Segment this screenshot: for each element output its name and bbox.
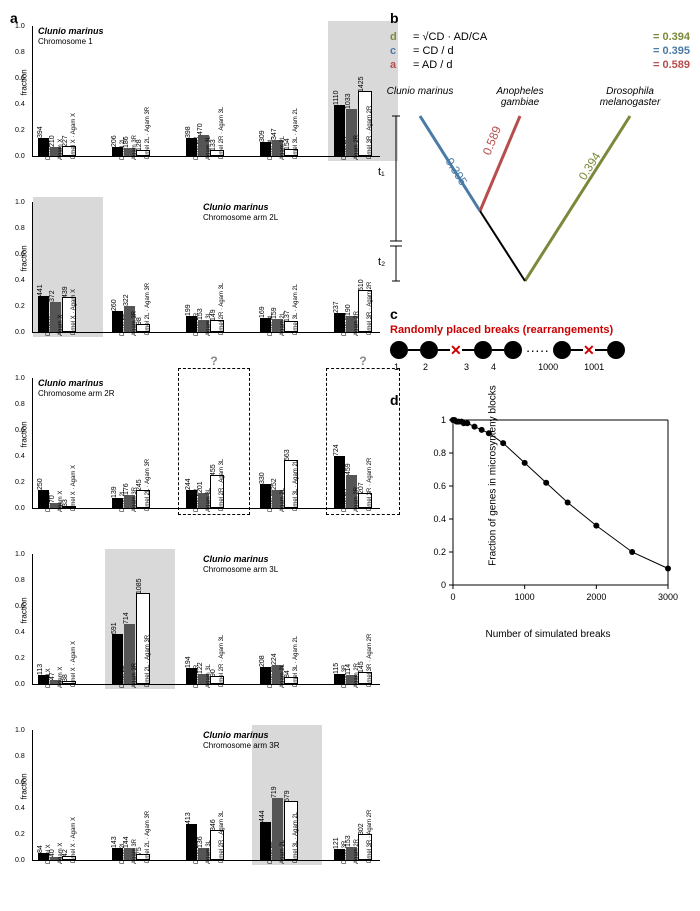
svg-text:1: 1	[441, 415, 446, 425]
svg-text:0.589: 0.589	[480, 124, 504, 157]
svg-text:0.8: 0.8	[433, 448, 446, 458]
formula-table: d= √CD · AD/CA= 0.394c= CD / d= 0.395a= …	[390, 31, 690, 71]
chart-4: Clunio marinusChromosome arm 3Rfraction0…	[32, 730, 380, 861]
chart-2: ??Clunio marinusChromosome arm 2Rfractio…	[32, 378, 380, 509]
chart-3: Clunio marinusChromosome arm 3Lfraction0…	[32, 554, 380, 685]
panel-b-label: b	[390, 10, 690, 26]
chart-d: Fraction of genes in microsynteny blocks…	[418, 410, 678, 610]
panel-c: c Randomly placed breaks (rearrangements…	[390, 306, 690, 372]
svg-text:0.395: 0.395	[442, 155, 470, 188]
species-clunio: Clunio marinus	[385, 86, 455, 97]
panel-a: a Clunio marinusChromosome 1fraction0.00…	[10, 10, 380, 901]
panel-d: d Fraction of genes in microsynteny bloc…	[390, 392, 690, 610]
t1-label: t₁	[378, 166, 385, 178]
panel-a-label: a	[10, 10, 380, 26]
panel-c-label: c	[390, 306, 398, 322]
chart-0: Clunio marinusChromosome 1fraction0.00.2…	[32, 26, 380, 157]
figure-container: a Clunio marinusChromosome 1fraction0.00…	[10, 10, 690, 901]
t2-label: t₂	[378, 256, 385, 268]
chart-d-xlabel: Number of simulated breaks	[485, 629, 610, 640]
right-panel: b d= √CD · AD/CA= 0.394c= CD / d= 0.395a…	[390, 10, 690, 901]
species-anopheles: Anopheles gambiae	[485, 86, 555, 108]
gene-numbers: 1 2 3 4 1000 1001	[390, 362, 690, 372]
svg-text:0.4: 0.4	[433, 514, 446, 524]
svg-text:3000: 3000	[658, 592, 678, 602]
panel-c-title: Randomly placed breaks (rearrangements)	[390, 324, 690, 336]
svg-text:0: 0	[441, 580, 446, 590]
phylogenetic-tree: Clunio marinus Anopheles gambiae Drosoph…	[390, 86, 690, 286]
chart-1: Clunio marinusChromosome arm 2Lfraction0…	[32, 202, 380, 333]
svg-text:1000: 1000	[515, 592, 535, 602]
gene-chain: ✕ ····· ✕	[390, 341, 690, 359]
svg-text:2000: 2000	[586, 592, 606, 602]
svg-text:0.6: 0.6	[433, 481, 446, 491]
svg-text:0: 0	[450, 592, 455, 602]
chart-d-ylabel: Fraction of genes in microsynteny blocks	[488, 376, 499, 576]
svg-text:0.2: 0.2	[433, 547, 446, 557]
species-drosophila: Drosophila melanogaster	[590, 86, 670, 108]
tree-svg: 0.395 0.589 0.394	[390, 86, 690, 286]
